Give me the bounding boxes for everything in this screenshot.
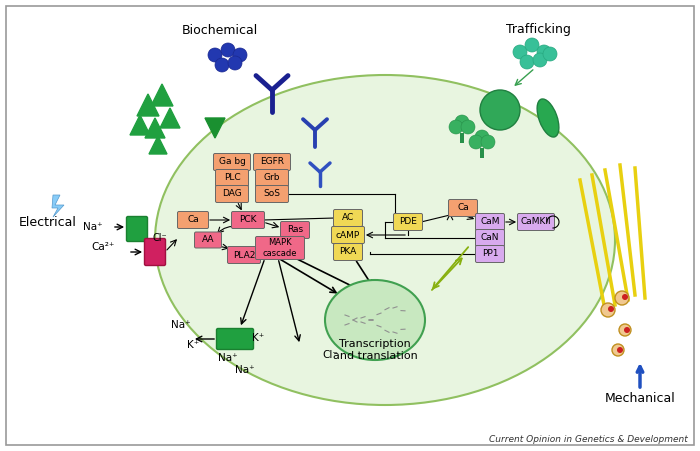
Polygon shape <box>205 118 225 138</box>
Bar <box>460 133 464 143</box>
Polygon shape <box>160 108 180 128</box>
FancyBboxPatch shape <box>216 185 248 202</box>
Ellipse shape <box>155 75 615 405</box>
Text: CaM: CaM <box>480 217 500 226</box>
Ellipse shape <box>537 99 559 137</box>
Text: EGFR: EGFR <box>260 157 284 166</box>
Text: Trafficking: Trafficking <box>505 23 570 37</box>
FancyBboxPatch shape <box>449 199 477 216</box>
Ellipse shape <box>325 280 425 360</box>
Circle shape <box>513 45 527 59</box>
Circle shape <box>455 115 469 129</box>
Text: Ras: Ras <box>287 226 303 235</box>
Circle shape <box>525 38 539 52</box>
Text: PP1: PP1 <box>482 249 498 258</box>
Text: DAG: DAG <box>222 189 242 198</box>
Text: PDE: PDE <box>399 217 417 226</box>
Text: Ca²⁺: Ca²⁺ <box>91 242 115 252</box>
Circle shape <box>533 53 547 67</box>
Text: Grb: Grb <box>264 174 280 183</box>
FancyBboxPatch shape <box>333 210 363 226</box>
Text: Ga bg: Ga bg <box>218 157 246 166</box>
Circle shape <box>615 291 629 305</box>
Text: Transcription
and translation: Transcription and translation <box>332 339 417 361</box>
Polygon shape <box>130 115 150 135</box>
Circle shape <box>537 45 551 59</box>
Circle shape <box>475 130 489 144</box>
Text: Na⁺: Na⁺ <box>235 365 255 375</box>
Text: Ca: Ca <box>457 203 469 212</box>
Polygon shape <box>149 136 167 154</box>
Circle shape <box>619 324 631 336</box>
Circle shape <box>622 294 628 300</box>
Text: Na⁺: Na⁺ <box>172 320 191 330</box>
FancyBboxPatch shape <box>195 232 221 248</box>
Text: Cl⁻: Cl⁻ <box>322 350 338 360</box>
FancyBboxPatch shape <box>144 239 165 266</box>
FancyBboxPatch shape <box>232 212 265 229</box>
FancyBboxPatch shape <box>256 170 288 187</box>
Circle shape <box>617 347 623 353</box>
Text: CaN: CaN <box>481 234 499 243</box>
Circle shape <box>480 90 520 130</box>
Text: Ca: Ca <box>187 216 199 225</box>
Text: Mechanical: Mechanical <box>605 391 676 405</box>
Circle shape <box>608 306 614 312</box>
FancyBboxPatch shape <box>216 328 253 350</box>
Text: Current Opinion in Genetics & Development: Current Opinion in Genetics & Developmen… <box>489 436 688 445</box>
FancyBboxPatch shape <box>216 170 248 187</box>
Text: Na⁺: Na⁺ <box>218 353 238 363</box>
Polygon shape <box>137 94 159 116</box>
FancyBboxPatch shape <box>228 247 260 263</box>
FancyBboxPatch shape <box>253 153 290 170</box>
Text: Cl⁻: Cl⁻ <box>153 233 167 243</box>
Circle shape <box>449 120 463 134</box>
Text: cAMP: cAMP <box>336 230 360 239</box>
FancyBboxPatch shape <box>214 153 251 170</box>
Text: PCK: PCK <box>239 216 257 225</box>
Text: PLA2: PLA2 <box>233 250 256 259</box>
Text: PLC: PLC <box>224 174 240 183</box>
FancyBboxPatch shape <box>281 221 309 239</box>
Polygon shape <box>151 84 173 106</box>
Circle shape <box>481 135 495 149</box>
Circle shape <box>543 47 557 61</box>
Text: PKA: PKA <box>340 248 356 257</box>
Text: Electrical: Electrical <box>19 216 77 229</box>
Polygon shape <box>52 195 64 217</box>
FancyBboxPatch shape <box>475 213 505 230</box>
Text: Na⁺: Na⁺ <box>83 222 103 232</box>
Circle shape <box>215 58 229 72</box>
Circle shape <box>208 48 222 62</box>
Text: Biochemical: Biochemical <box>182 23 258 37</box>
Circle shape <box>228 56 242 70</box>
Text: K⁺: K⁺ <box>187 340 199 350</box>
Circle shape <box>612 344 624 356</box>
Circle shape <box>520 55 534 69</box>
Circle shape <box>601 303 615 317</box>
Text: AA: AA <box>202 235 214 244</box>
FancyBboxPatch shape <box>256 236 304 259</box>
FancyBboxPatch shape <box>178 212 209 229</box>
Circle shape <box>233 48 247 62</box>
Circle shape <box>221 43 235 57</box>
FancyBboxPatch shape <box>475 230 505 247</box>
FancyBboxPatch shape <box>393 213 423 230</box>
Text: AC: AC <box>342 213 354 222</box>
Circle shape <box>624 327 630 333</box>
Circle shape <box>461 120 475 134</box>
Text: CaMKII: CaMKII <box>521 217 552 226</box>
Polygon shape <box>145 118 165 138</box>
FancyBboxPatch shape <box>332 226 365 244</box>
Text: K⁺: K⁺ <box>252 333 264 343</box>
FancyBboxPatch shape <box>517 213 554 230</box>
FancyBboxPatch shape <box>127 216 148 241</box>
Text: MAPK
cascade: MAPK cascade <box>262 238 298 258</box>
Text: SoS: SoS <box>263 189 281 198</box>
FancyBboxPatch shape <box>475 245 505 262</box>
FancyBboxPatch shape <box>256 185 288 202</box>
FancyBboxPatch shape <box>333 244 363 261</box>
Circle shape <box>469 135 483 149</box>
Bar <box>480 148 484 158</box>
